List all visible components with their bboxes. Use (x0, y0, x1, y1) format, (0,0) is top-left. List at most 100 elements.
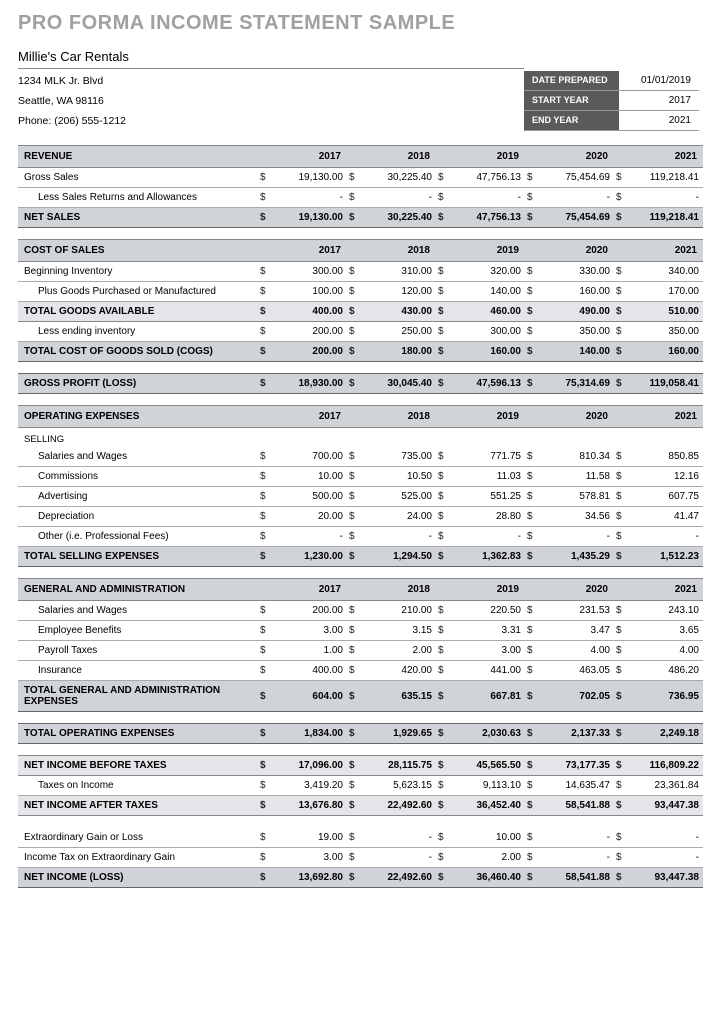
currency-symbol: $ (525, 487, 539, 507)
currency-symbol: $ (614, 796, 628, 816)
currency-symbol: $ (525, 681, 539, 712)
currency-symbol: $ (436, 776, 450, 796)
cell-value: 28,115.75 (361, 756, 436, 776)
currency-symbol: $ (436, 447, 450, 467)
currency-symbol: $ (347, 547, 361, 567)
cell-value: 47,756.13 (450, 168, 525, 188)
cell-value: - (628, 527, 703, 547)
cell-value: 551.25 (450, 487, 525, 507)
year-header: 2018 (347, 240, 436, 262)
cell-value: 735.00 (361, 447, 436, 467)
cell-value: - (539, 847, 614, 867)
cell-value: 5,623.15 (361, 776, 436, 796)
row-label: NET SALES (18, 208, 258, 228)
row-label: TOTAL COST OF GOODS SOLD (COGS) (18, 342, 258, 362)
currency-symbol: $ (614, 681, 628, 712)
year-header: 2021 (614, 579, 703, 601)
year-header: 2018 (347, 579, 436, 601)
cell-value: - (539, 188, 614, 208)
currency-symbol: $ (436, 724, 450, 744)
currency-symbol: $ (614, 322, 628, 342)
year-header: 2021 (614, 146, 703, 168)
currency-symbol: $ (258, 847, 272, 867)
currency-symbol: $ (614, 168, 628, 188)
cell-value: 607.75 (628, 487, 703, 507)
cell-value: 400.00 (272, 302, 347, 322)
currency-symbol: $ (347, 447, 361, 467)
cell-value: 1,435.29 (539, 547, 614, 567)
row-label: Taxes on Income (18, 776, 258, 796)
meta-label-date: DATE PREPARED (524, 71, 619, 90)
meta-val-end: 2021 (619, 111, 699, 130)
currency-symbol: $ (347, 641, 361, 661)
cell-value: 45,565.50 (450, 756, 525, 776)
currency-symbol: $ (258, 188, 272, 208)
cell-value: 3.31 (450, 621, 525, 641)
cell-value: 1,294.50 (361, 547, 436, 567)
cell-value: 810.34 (539, 447, 614, 467)
currency-symbol: $ (614, 621, 628, 641)
currency-symbol: $ (525, 302, 539, 322)
cell-value: 243.10 (628, 601, 703, 621)
currency-symbol: $ (525, 467, 539, 487)
row-label: Payroll Taxes (18, 641, 258, 661)
cell-value: - (272, 188, 347, 208)
currency-symbol: $ (525, 527, 539, 547)
row-label: Income Tax on Extraordinary Gain (18, 847, 258, 867)
cell-value: 47,596.13 (450, 374, 525, 394)
currency-symbol: $ (258, 661, 272, 681)
cell-value: 93,447.38 (628, 867, 703, 887)
company-addr1: 1234 MLK Jr. Blvd (18, 75, 524, 87)
currency-symbol: $ (347, 776, 361, 796)
currency-symbol: $ (258, 374, 272, 394)
cell-value: 100.00 (272, 282, 347, 302)
meta-row-end: END YEAR 2021 (524, 111, 699, 131)
cell-value: 12.16 (628, 467, 703, 487)
row-label: Less ending inventory (18, 322, 258, 342)
subhead: SELLING (18, 428, 703, 448)
row-label: Less Sales Returns and Allowances (18, 188, 258, 208)
cell-value: 10.00 (450, 828, 525, 848)
cell-value: 200.00 (272, 342, 347, 362)
cell-value: - (539, 527, 614, 547)
meta-val-start: 2017 (619, 91, 699, 110)
currency-symbol: $ (614, 847, 628, 867)
cell-value: 119,058.41 (628, 374, 703, 394)
cell-value: 28.80 (450, 507, 525, 527)
row-label: Insurance (18, 661, 258, 681)
cell-value: 1,834.00 (272, 724, 347, 744)
row-label: Commissions (18, 467, 258, 487)
cell-value: 58,541.88 (539, 867, 614, 887)
currency-symbol: $ (258, 756, 272, 776)
cell-value: 14,635.47 (539, 776, 614, 796)
cell-value: 20.00 (272, 507, 347, 527)
meta-row-start: START YEAR 2017 (524, 91, 699, 111)
currency-symbol: $ (436, 601, 450, 621)
cell-value: 36,460.40 (450, 867, 525, 887)
currency-symbol: $ (614, 527, 628, 547)
cell-value: 2,030.63 (450, 724, 525, 744)
cell-value: 4.00 (539, 641, 614, 661)
section-header: REVENUE (18, 146, 258, 168)
cell-value: 604.00 (272, 681, 347, 712)
cell-value: 180.00 (361, 342, 436, 362)
page-title: PRO FORMA INCOME STATEMENT SAMPLE (18, 12, 699, 35)
cell-value: 736.95 (628, 681, 703, 712)
cell-value: 17,096.00 (272, 756, 347, 776)
cell-value: 210.00 (361, 601, 436, 621)
row-label: NET INCOME BEFORE TAXES (18, 756, 258, 776)
currency-symbol: $ (614, 756, 628, 776)
cell-value: 300.00 (272, 262, 347, 282)
cell-value: 73,177.35 (539, 756, 614, 776)
year-header: 2021 (614, 406, 703, 428)
currency-symbol: $ (614, 487, 628, 507)
year-header: 2018 (347, 146, 436, 168)
cell-value: 140.00 (450, 282, 525, 302)
cell-value: 350.00 (539, 322, 614, 342)
currency-symbol: $ (525, 828, 539, 848)
cell-value: 771.75 (450, 447, 525, 467)
currency-symbol: $ (436, 487, 450, 507)
cell-value: 1,230.00 (272, 547, 347, 567)
currency-symbol: $ (436, 661, 450, 681)
currency-symbol: $ (347, 507, 361, 527)
